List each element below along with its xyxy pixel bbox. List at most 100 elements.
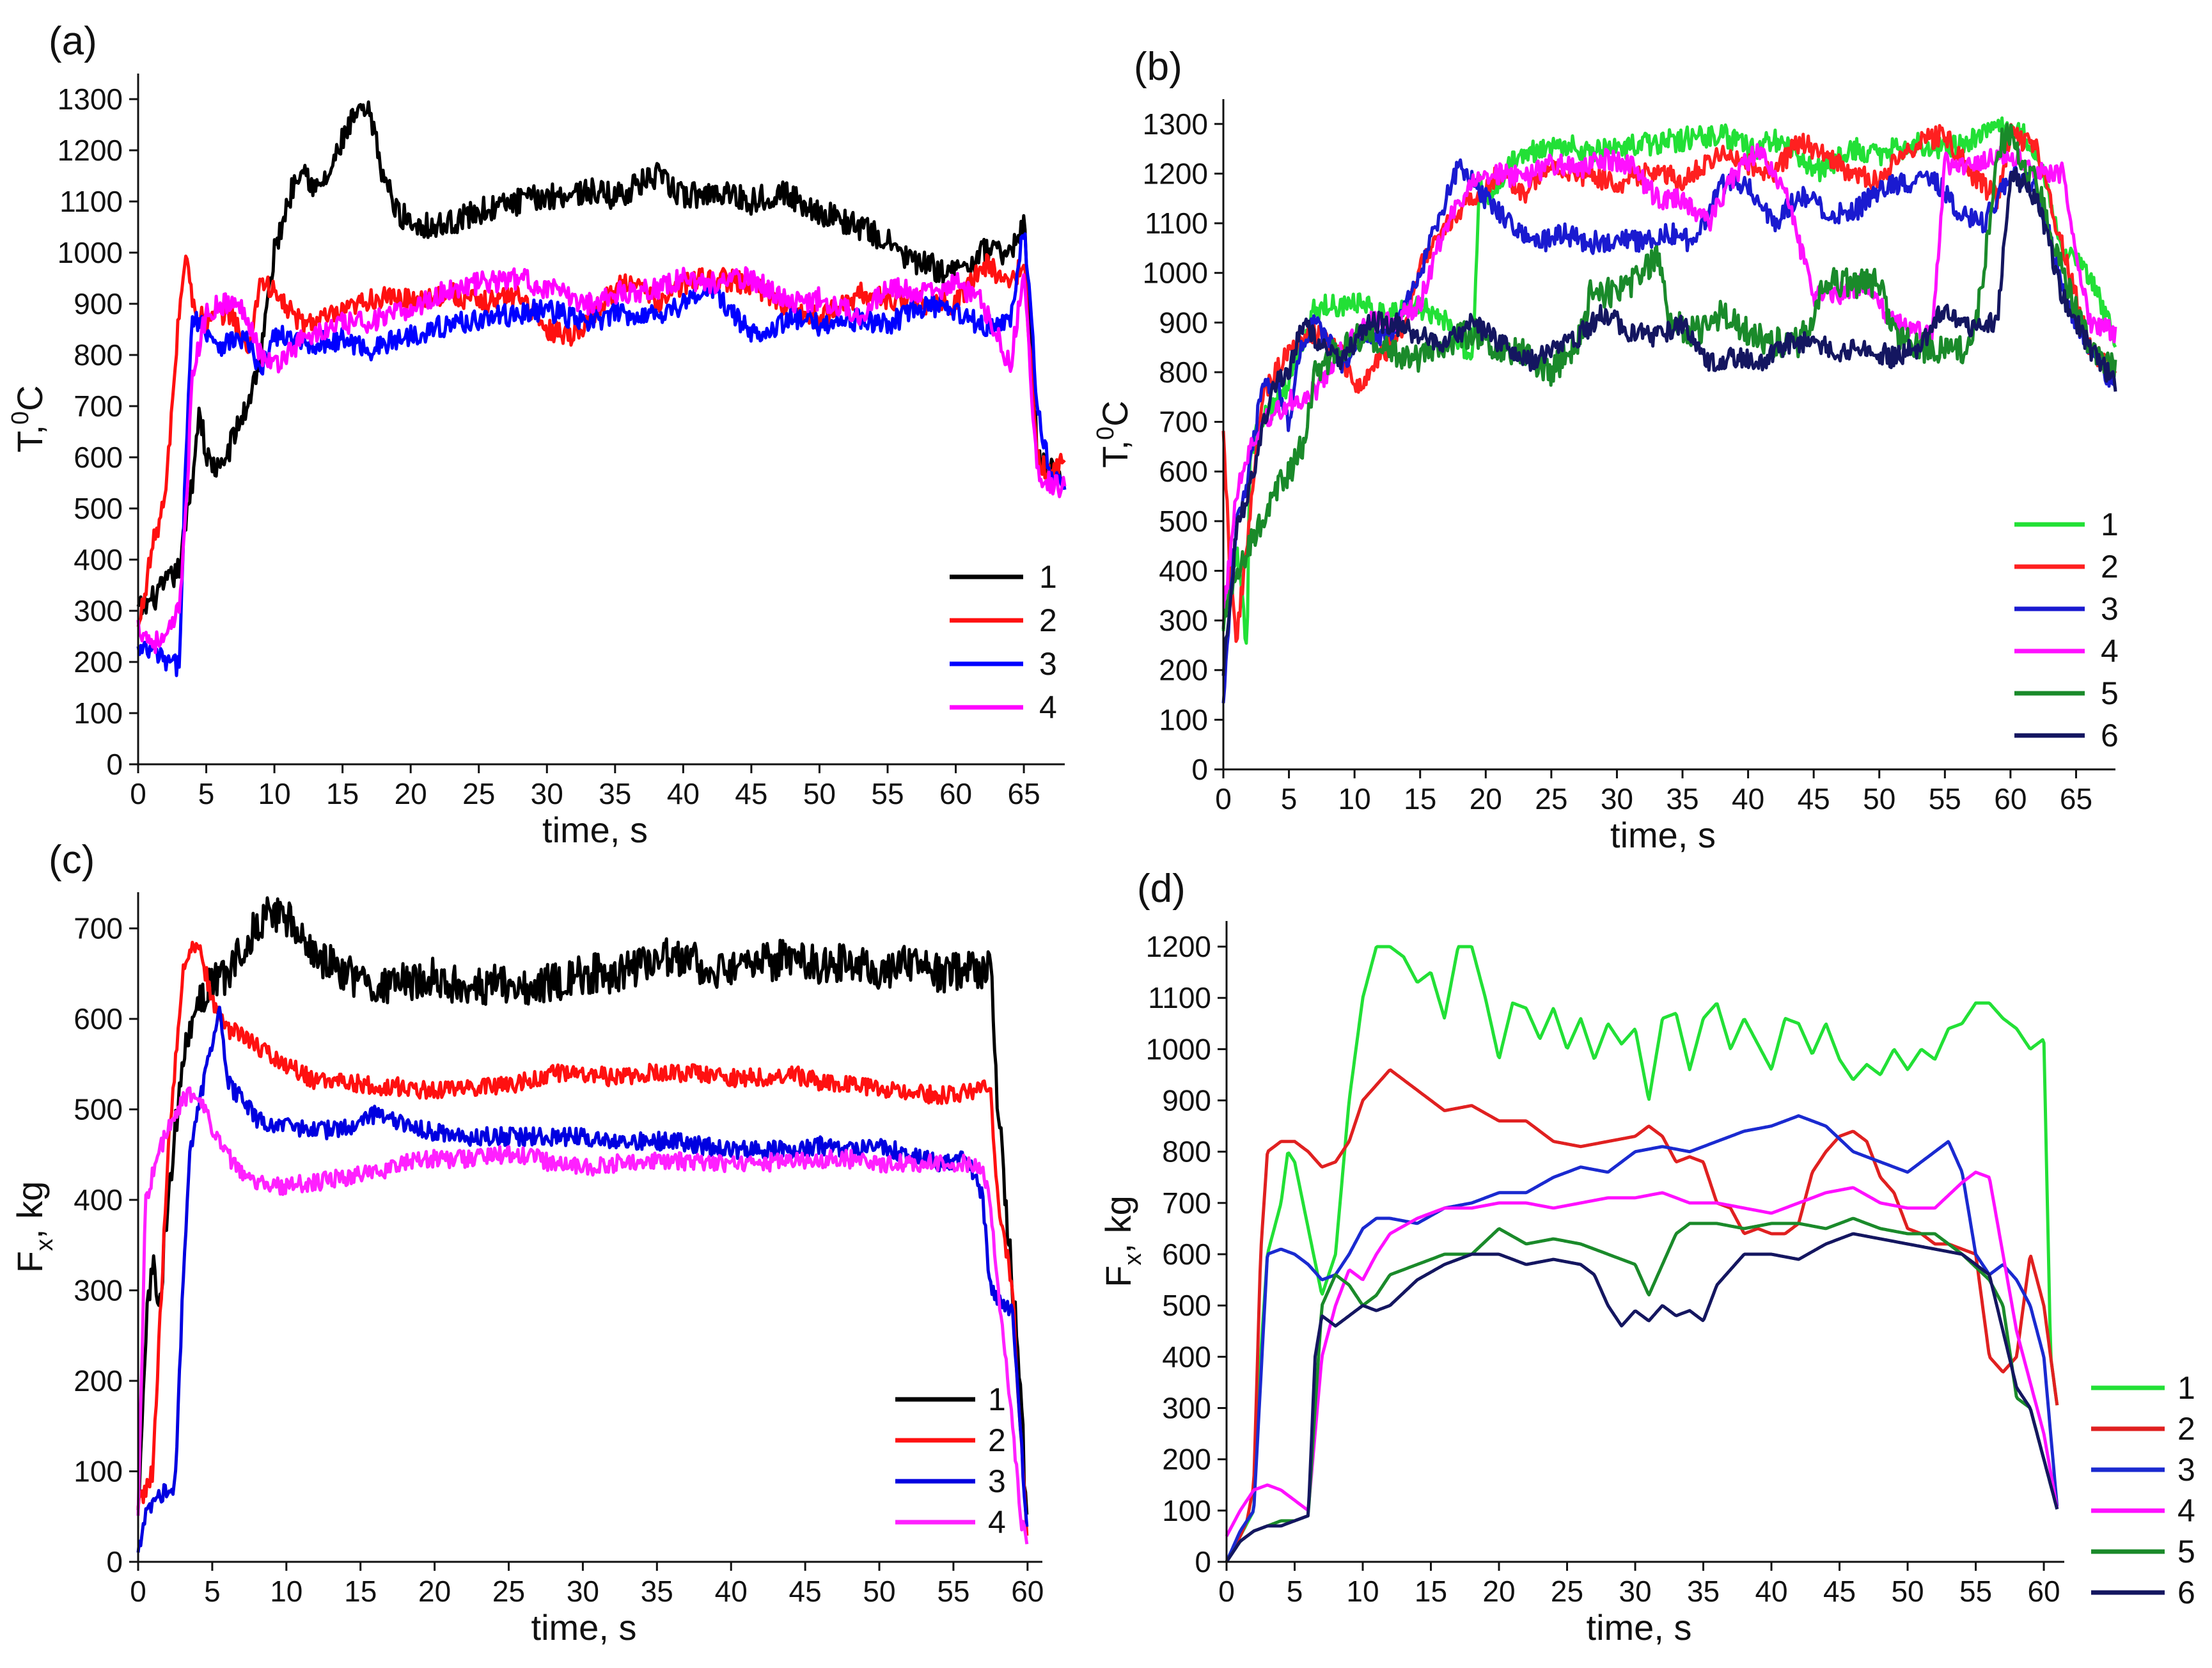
x-tick-label: 65 xyxy=(2060,782,2092,815)
x-tick-label: 65 xyxy=(1007,777,1040,810)
x-tick-label: 30 xyxy=(531,777,563,810)
legend-label-2: 2 xyxy=(2177,1411,2195,1447)
y-tick-label: 900 xyxy=(1162,1084,1211,1117)
y-tick-label: 600 xyxy=(74,441,123,474)
y-tick-label: 200 xyxy=(1159,654,1208,687)
y-tick-label: 600 xyxy=(1159,455,1208,488)
panel-d: (d)0 5 10 15 20 25 30 35 40 45 50 55 600100200300400… xyxy=(1098,867,2195,1648)
y-tick-label: 700 xyxy=(74,912,123,945)
legend-label-3: 3 xyxy=(2177,1452,2195,1488)
y-tick-label: 500 xyxy=(74,1093,123,1126)
y-tick-label: 200 xyxy=(74,645,123,679)
legend-label-1: 1 xyxy=(988,1381,1006,1417)
x-tick-label: 10 xyxy=(270,1575,302,1608)
y-tick-label: 1000 xyxy=(1143,256,1208,290)
y-tick-label: 200 xyxy=(74,1364,123,1397)
x-tick-label: 50 xyxy=(803,777,836,810)
x-axis-label: time, s xyxy=(542,810,648,850)
y-tick-label: 500 xyxy=(1159,505,1208,538)
panel-label: (a) xyxy=(49,19,97,63)
y-tick-label: 1100 xyxy=(59,185,123,218)
x-tick-label: 5 xyxy=(1281,782,1298,815)
x-tick-label: 40 xyxy=(715,1575,748,1608)
x-tick-label: 35 xyxy=(599,777,631,810)
legend-label-5: 5 xyxy=(2177,1534,2195,1570)
x-tick-label: 35 xyxy=(1687,1575,1720,1608)
x-tick-label: 35 xyxy=(1666,782,1698,815)
y-tick-label: 1300 xyxy=(58,83,123,116)
y-tick-label: 500 xyxy=(1162,1289,1211,1322)
x-tick-label: 60 xyxy=(939,777,972,810)
legend-label-4: 4 xyxy=(988,1504,1006,1540)
y-tick-label: 1100 xyxy=(1148,981,1211,1014)
series-group xyxy=(136,100,1067,677)
x-tick-label: 15 xyxy=(1404,782,1436,815)
x-tick-label: 45 xyxy=(735,777,767,810)
y-tick-label: 1200 xyxy=(58,134,123,167)
series-line-1 xyxy=(136,896,1029,1515)
series-line-3 xyxy=(136,1005,1029,1553)
y-tick-label: 1300 xyxy=(1143,107,1208,141)
x-tick-label: 25 xyxy=(492,1575,525,1608)
series-line-6 xyxy=(1221,167,2117,676)
y-tick-label: 300 xyxy=(74,1274,123,1307)
x-tick-label: 50 xyxy=(1891,1575,1924,1608)
x-tick-label: 60 xyxy=(1994,782,2027,815)
y-tick-label: 1200 xyxy=(1146,930,1211,963)
x-tick-label: 5 xyxy=(198,777,215,810)
x-tick-label: 40 xyxy=(1732,782,1764,815)
y-tick-label: 300 xyxy=(1159,604,1208,637)
x-tick-label: 15 xyxy=(1415,1575,1447,1608)
x-tick-label: 45 xyxy=(1798,782,1830,815)
x-tick-label: 45 xyxy=(1823,1575,1856,1608)
legend-label-3: 3 xyxy=(2101,591,2119,627)
y-tick-label: 100 xyxy=(74,696,123,730)
legend-label-4: 4 xyxy=(1039,689,1057,725)
legend: 1 2 3 4 5 6 xyxy=(2014,507,2119,753)
y-tick-label: 1200 xyxy=(1143,157,1208,190)
x-tick-label: 55 xyxy=(871,777,904,810)
x-tick-label: 30 xyxy=(567,1575,599,1608)
legend-label-2: 2 xyxy=(2101,549,2119,585)
x-tick-label: 35 xyxy=(641,1575,673,1608)
y-tick-label: 400 xyxy=(1162,1340,1211,1373)
y-tick-label: 100 xyxy=(74,1455,123,1488)
x-tick-label: 45 xyxy=(789,1575,822,1608)
y-tick-label: 800 xyxy=(1159,356,1208,389)
x-tick-label: 55 xyxy=(937,1575,969,1608)
series-line-4 xyxy=(1225,1170,2059,1538)
series-line-1 xyxy=(136,100,1067,616)
y-tick-label: 0 xyxy=(106,1545,123,1578)
x-tick-label: 5 xyxy=(204,1575,221,1608)
y-tick-label: 100 xyxy=(1162,1494,1211,1527)
x-tick-label: 25 xyxy=(462,777,495,810)
y-tick-label: 700 xyxy=(1162,1186,1211,1220)
x-tick-label: 20 xyxy=(1470,782,1502,815)
legend-label-6: 6 xyxy=(2101,718,2119,753)
y-tick-label: 800 xyxy=(1162,1135,1211,1168)
x-axis-label: time, s xyxy=(531,1607,637,1648)
x-tick-label: 0 xyxy=(130,777,146,810)
legend-label-3: 3 xyxy=(988,1463,1006,1499)
legend-label-3: 3 xyxy=(1039,646,1057,682)
x-tick-label: 30 xyxy=(1619,1575,1651,1608)
series-line-5 xyxy=(1225,1216,2059,1563)
legend: 1 2 3 4 xyxy=(950,559,1057,725)
x-axis-label: time, s xyxy=(1587,1607,1692,1648)
panel-a: (a) 0 5 10 15 20 25 30 35 40 45 50 55 60 65 0 100 200 300 4… xyxy=(7,19,1067,850)
panel-label: (d) xyxy=(1137,867,1186,911)
legend-label-2: 2 xyxy=(988,1422,1006,1458)
x-tick-label: 10 xyxy=(258,777,291,810)
y-tick-label: 500 xyxy=(74,492,123,525)
y-tick-label: 300 xyxy=(1162,1392,1211,1425)
y-tick-label: 800 xyxy=(74,338,123,372)
x-tick-label: 0 xyxy=(1218,1575,1235,1608)
y-tick-label: 0 xyxy=(1191,753,1208,786)
x-tick-label: 60 xyxy=(1011,1575,1044,1608)
panel-c: (c)0 5 10 15 20 25 30 35 40 45 50 55 600100200300400… xyxy=(10,838,1044,1648)
series-line-3 xyxy=(1225,1114,2059,1563)
legend-label-2: 2 xyxy=(1039,602,1057,638)
y-tick-label: 0 xyxy=(106,748,123,781)
x-tick-label: 5 xyxy=(1287,1575,1303,1608)
